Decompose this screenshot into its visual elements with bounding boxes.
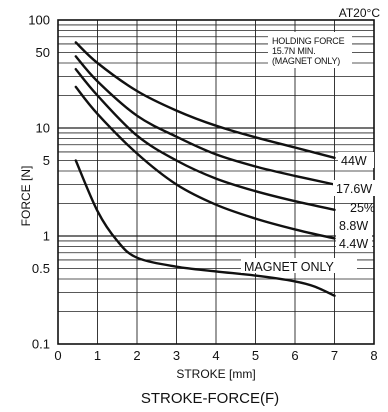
series-line (74, 85, 336, 240)
series-label-8-8w: 8.8W (339, 219, 368, 233)
x-tick-label: 1 (94, 348, 101, 363)
series-note-25-percent: 25% (350, 201, 375, 215)
x-tick-label: 8 (370, 348, 377, 363)
y-tick-label: 5 (43, 153, 50, 168)
y-axis-label: FORCE [N] (19, 166, 33, 227)
chart-title: STROKE-FORCE(F) (141, 390, 279, 407)
annotation-line-3: (MAGNET ONLY) (272, 56, 340, 66)
series-lines (74, 41, 336, 297)
holding-force-annotation: HOLDING FORCE 15.7N MIN. (MAGNET ONLY) (268, 32, 352, 68)
condition-label: AT20°C (339, 6, 381, 20)
y-tick-label: 1 (43, 229, 50, 244)
y-tick-label: 0.5 (32, 261, 50, 276)
series-label-4-4w: 4.4W (339, 237, 368, 251)
series-labels: 44W 17.6W 25% 8.8W 4.4W MAGNET ONLY (241, 152, 376, 274)
x-tick-label: 4 (212, 348, 219, 363)
y-tick-label: 100 (28, 13, 50, 28)
x-tick-label: 5 (252, 348, 259, 363)
series-line (74, 41, 336, 159)
y-tick-label: 50 (36, 45, 50, 60)
x-tick-label: 6 (291, 348, 298, 363)
annotation-line-2: 15.7N MIN. (272, 46, 316, 56)
x-axis-label: STROKE [mm] (176, 367, 255, 381)
series-line (74, 55, 336, 186)
y-tick-label: 0.1 (32, 337, 50, 352)
series-line (74, 68, 336, 211)
x-tick-label: 2 (133, 348, 140, 363)
x-tick-label: 0 (54, 348, 61, 363)
x-tick-label: 7 (331, 348, 338, 363)
x-tick-labels: 0 1 2 3 4 5 6 7 8 (54, 348, 377, 363)
series-line (74, 159, 336, 297)
x-tick-label: 3 (173, 348, 180, 363)
annotation-line-1: HOLDING FORCE (272, 36, 345, 46)
series-label-magnet-only: MAGNET ONLY (244, 260, 334, 274)
series-label-44w: 44W (341, 154, 367, 168)
y-tick-labels: 0.1 0.5 1 5 10 50 100 (28, 13, 50, 352)
series-label-17-6w: 17.6W (336, 182, 372, 196)
y-tick-label: 10 (36, 121, 50, 136)
